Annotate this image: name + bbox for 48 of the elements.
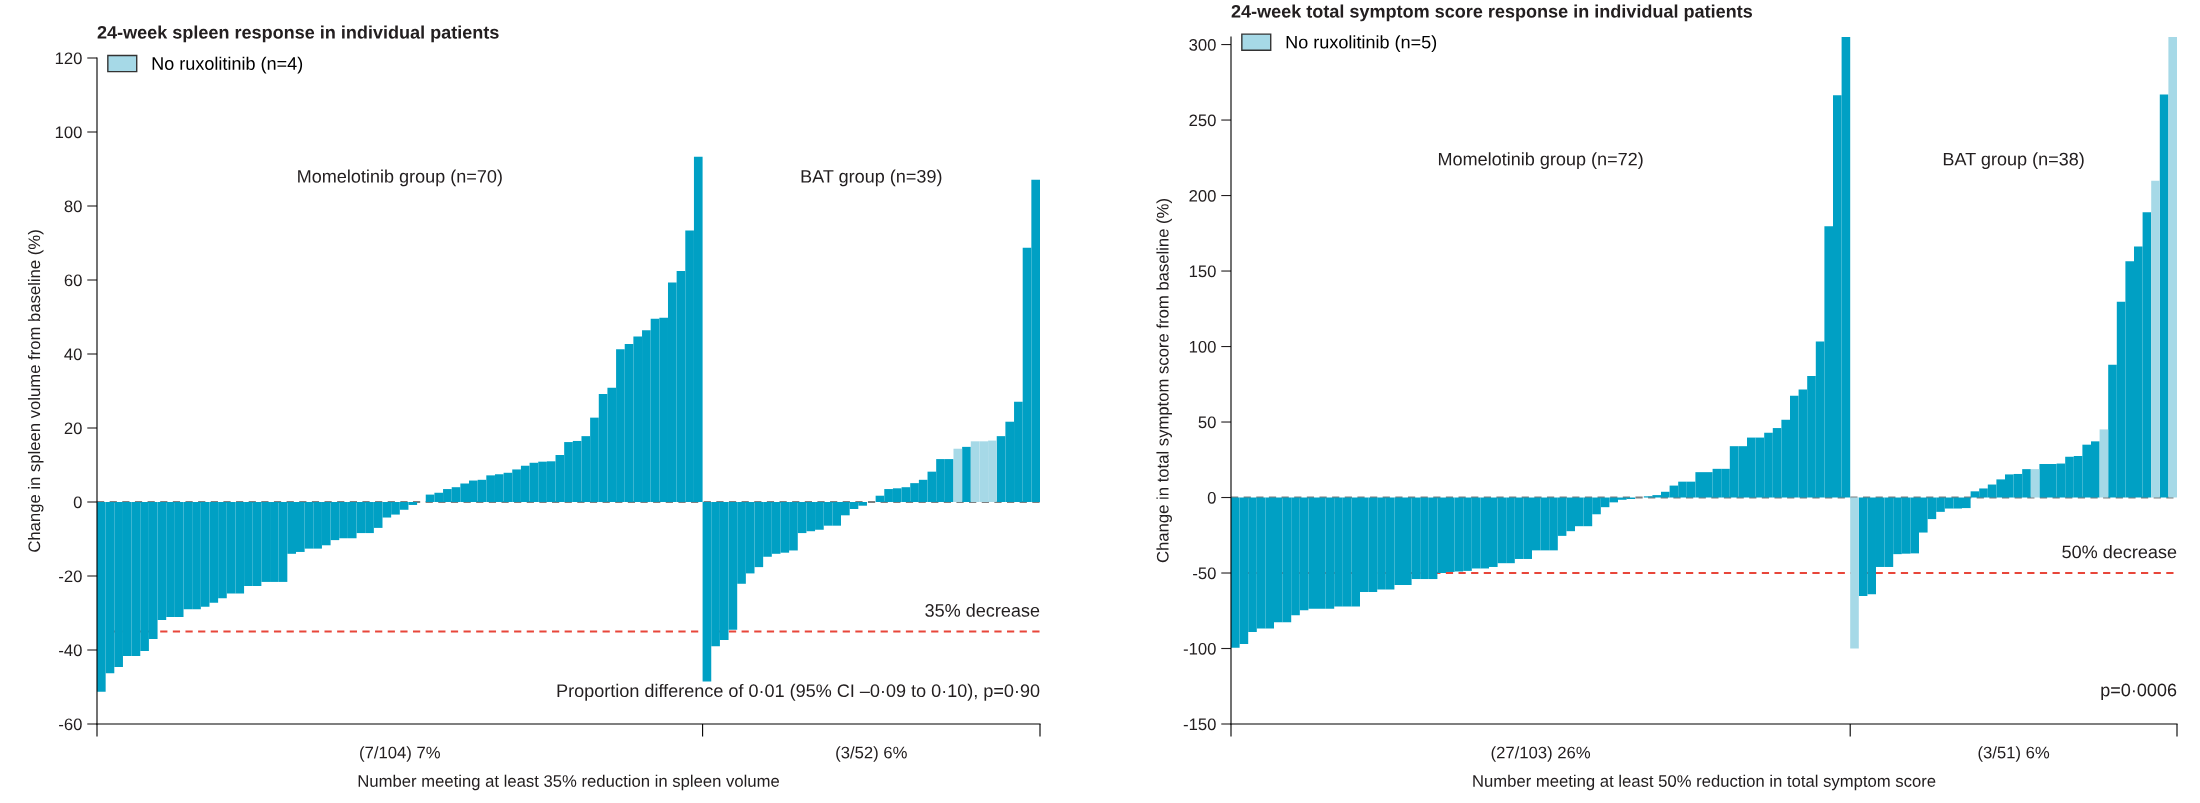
y-tick-label: 100 [1189, 340, 1216, 353]
y-tick-label: 80 [64, 200, 82, 213]
y-tick-label: 20 [64, 422, 82, 435]
y-tick-label: -20 [59, 570, 82, 583]
y-tick-label: 300 [1189, 38, 1216, 51]
y-tick-label: -40 [59, 644, 82, 657]
y-tick-label: -60 [59, 718, 82, 731]
annotation: Proportion difference of 0·01 (95% CI –0·09 to 0·10), p=0·90 [557, 683, 1040, 701]
ref-line-label: 50% decrease [2062, 545, 2177, 559]
annotation: Momelotinib group (n=70) [298, 169, 502, 187]
y-tick-label: 150 [1189, 265, 1216, 278]
text: (3/52) 6% [836, 746, 907, 762]
y-axis-title: Change in total symptom score from baseline (%) [1156, 199, 1172, 563]
y-tick-label: 0 [73, 496, 82, 509]
bar [2159, 94, 2169, 498]
y-tick-label: 250 [1189, 114, 1216, 127]
y-tick-label: 50 [1198, 416, 1216, 429]
text: (3/51) 6% [1978, 746, 2050, 762]
bar [2030, 469, 2040, 498]
chart-title: 24-week total symptom score response in individual patients [1231, 4, 1753, 22]
y-tick-label: 40 [64, 348, 82, 361]
y-tick-label: 0 [1207, 491, 1216, 504]
annotation: BAT group (n=39) [801, 169, 942, 187]
y-tick-label: -100 [1183, 642, 1216, 655]
x-axis-title: Number meeting at least 35% reduction in spleen volume [358, 774, 779, 791]
bar [2151, 180, 2160, 498]
legend-label: No ruxolitinib (n=5) [1286, 35, 1437, 53]
legend-label: No ruxolitinib (n=4) [152, 56, 303, 74]
y-tick-label: 60 [64, 274, 82, 287]
y-tick-label: 120 [55, 52, 82, 65]
text: (27/103) 26% [1491, 746, 1591, 762]
bar [2099, 429, 2109, 498]
chart-title: 24-week spleen response in individual patients [97, 25, 499, 43]
y-tick-label: -150 [1183, 718, 1216, 731]
y-tick-label: -50 [1193, 567, 1216, 580]
ref-line-label: 35% decrease [925, 603, 1040, 617]
x-axis-title: Number meeting at least 50% reduction in total symptom score [1473, 774, 1936, 791]
annotation: p=0·0006 [2101, 683, 2177, 700]
y-tick-label: 100 [55, 126, 82, 139]
bar [962, 446, 971, 502]
bar [2168, 37, 2177, 498]
annotation: Momelotinib group (n=72) [1438, 152, 1643, 170]
bar [1850, 497, 1859, 649]
y-tick-label: 200 [1189, 189, 1216, 202]
y-axis-title: Change in spleen volume from baseline (%) [27, 230, 44, 552]
bar [953, 448, 963, 502]
text: (7/104) 7% [360, 746, 440, 762]
annotation: BAT group (n=38) [1943, 152, 2084, 170]
